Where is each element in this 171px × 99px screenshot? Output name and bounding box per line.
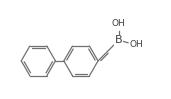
Text: B: B (115, 35, 123, 45)
Text: OH: OH (112, 20, 126, 29)
Text: OH: OH (130, 40, 143, 49)
